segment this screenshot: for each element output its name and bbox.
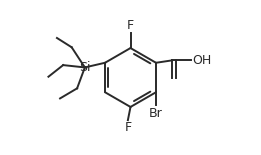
Text: F: F [127,19,134,32]
Text: F: F [124,121,132,134]
Text: Si: Si [79,61,91,74]
Text: OH: OH [192,54,211,67]
Text: Br: Br [149,107,163,120]
